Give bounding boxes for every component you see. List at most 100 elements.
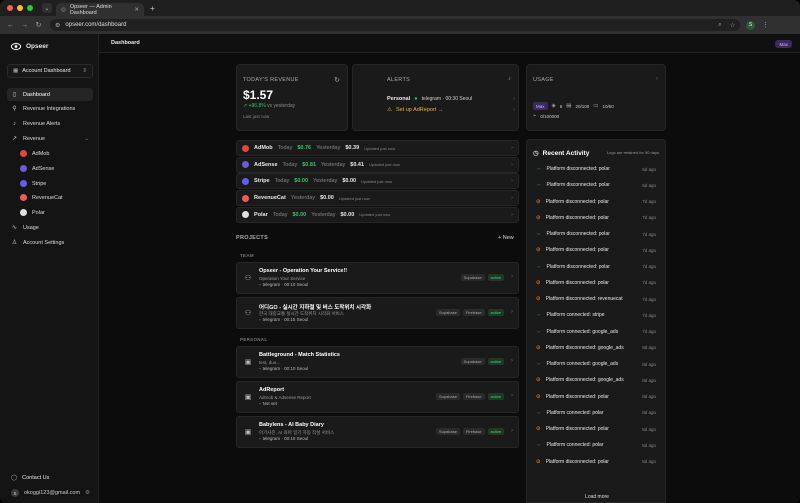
sidebar-sub-label: Polar bbox=[32, 209, 45, 216]
activity-time: 8d ago bbox=[642, 442, 656, 448]
platform-row-revenuecat[interactable]: RevenueCat Yesterday $0.00 Updated just now… bbox=[236, 190, 519, 207]
yesterday-value: $0.00 bbox=[342, 178, 357, 185]
sidebar-sub-stripe[interactable]: Stripe bbox=[20, 177, 46, 190]
address-bar[interactable]: ⚙ opseer.com/dashboard ⌕ ☆ bbox=[50, 19, 740, 31]
sidebar-item-revenue[interactable]: ↗ Revenue ⌄ bbox=[7, 132, 93, 145]
project-badges: Supabase Firebase active bbox=[435, 428, 504, 435]
alert-personal[interactable]: Personal ● telegram · 00:30 Seoul › bbox=[387, 96, 515, 102]
activity-title-text: Recent Activity bbox=[542, 149, 590, 157]
sidebar-sub-adsense[interactable]: AdSense bbox=[20, 162, 54, 175]
bookmark-star-icon[interactable]: ☆ bbox=[729, 22, 735, 29]
activity-item[interactable]: ⇔ Platform disconnected: polar 6d ago bbox=[536, 161, 656, 177]
activity-item[interactable]: ⊘ Platform disconnected: polar 7d ago bbox=[536, 194, 656, 210]
activity-item[interactable]: ⊘ Platform disconnected: google_ads 8d ago bbox=[536, 340, 656, 356]
project-badges: Supabase active bbox=[460, 274, 504, 281]
activity-item[interactable]: ⇔ Platform connected: stripe 7d ago bbox=[536, 307, 656, 323]
zoom-icon[interactable]: ⌕ bbox=[718, 21, 722, 28]
sidebar-item-revenue-alerts[interactable]: ♪ Revenue Alerts bbox=[7, 117, 93, 130]
platform-row-admob[interactable]: AdMob Today $0.76 Yesterday $0.39 Updated jus… bbox=[236, 140, 519, 156]
forward-icon[interactable]: → bbox=[21, 21, 28, 29]
new-tab-button[interactable]: + bbox=[150, 3, 155, 13]
activity-item[interactable]: ⊘ Platform disconnected: polar 8d ago bbox=[536, 421, 656, 437]
unlink-icon: ⊘ bbox=[536, 393, 541, 400]
activity-item[interactable]: ⊘ Platform disconnected: polar 7d ago bbox=[536, 210, 656, 226]
activity-item[interactable]: ⇔ Platform disconnected: polar 7d ago bbox=[536, 226, 656, 242]
activity-item[interactable]: ⊘ Platform disconnected: polar 7d ago bbox=[536, 242, 656, 258]
usage-card[interactable]: USAGE › Max ◈ 6 ▤ 20/100 ▭ 10/50 ⌁ 0/100000 bbox=[526, 64, 666, 131]
browser-menu-icon[interactable]: ⋮ bbox=[762, 22, 769, 29]
new-project-button[interactable]: + New bbox=[498, 235, 514, 241]
activity-item[interactable]: ⊘ Platform disconnected: polar 8d ago bbox=[536, 454, 656, 470]
activity-item[interactable]: ⊘ Platform disconnected: google_ads 8d ago bbox=[536, 372, 656, 388]
close-tab-icon[interactable]: ✕ bbox=[134, 6, 139, 13]
chevron-updown-icon: ⇕ bbox=[82, 68, 87, 74]
platform-row-polar[interactable]: Polar Today $0.00 Yesterday $0.00 Updated jus… bbox=[236, 206, 519, 223]
revenuecat-icon bbox=[242, 194, 249, 202]
plan-badge[interactable]: Max bbox=[775, 40, 792, 48]
refresh-icon[interactable]: ↻ bbox=[334, 77, 340, 84]
todays-revenue-card[interactable]: TODAY'S REVENUE ↻ $1.57 ↗ +96.8% vs yest… bbox=[236, 64, 348, 131]
setup-adreport-link[interactable]: ⚠ Set up AdReport → › bbox=[387, 107, 515, 113]
sidebar-item-label: Revenue bbox=[23, 135, 46, 142]
sidebar-item-dashboard[interactable]: ▯ Dashboard bbox=[7, 88, 93, 101]
project-card[interactable]: ▣ AdReport Admob & Adsense Report ▫ Not set S… bbox=[236, 381, 519, 413]
activity-item[interactable]: ⇔ Platform disconnected: polar 6d ago bbox=[536, 177, 656, 193]
activity-item[interactable]: ⇔ Platform connected: polar 8d ago bbox=[536, 437, 656, 453]
lock-icon: ▣ bbox=[244, 359, 252, 366]
contact-us-link[interactable]: ◯ Contact Us bbox=[11, 475, 49, 481]
settings-icon[interactable]: ⚙ bbox=[85, 490, 90, 496]
revenuecat-icon bbox=[20, 194, 27, 201]
activity-item[interactable]: ⇔ Platform connected: polar 8d ago bbox=[536, 405, 656, 421]
activity-text: Platform connected: polar bbox=[546, 409, 604, 416]
back-icon[interactable]: ← bbox=[7, 21, 14, 29]
yesterday-value: $0.00 bbox=[320, 195, 334, 202]
platform-row-adsense[interactable]: AdSense Today $0.81 Yesterday $0.41 Updated j… bbox=[236, 156, 519, 173]
today-label: Today bbox=[272, 211, 288, 218]
contact-label: Contact Us bbox=[22, 475, 50, 481]
activity-item[interactable]: ⊘ Platform disconnected: polar 7d ago bbox=[536, 275, 656, 291]
project-card[interactable]: ⚇ Opseer - Operation Your Service!! Operat… bbox=[236, 262, 519, 294]
reload-icon[interactable]: ↻ bbox=[35, 22, 42, 29]
project-location: Not set bbox=[262, 401, 277, 406]
user-profile[interactable]: S okoggi123@gmail.com ⚙ bbox=[11, 489, 90, 497]
sidebar-sub-polar[interactable]: Polar bbox=[20, 206, 45, 219]
load-more-button[interactable]: Load more bbox=[585, 494, 609, 500]
sidebar-sub-label: AdSense bbox=[32, 165, 55, 172]
sidebar-item-usage[interactable]: ∿ Usage bbox=[7, 221, 93, 234]
sidebar-sub-admob[interactable]: AdMob bbox=[20, 147, 49, 160]
address-toolbar: ← → ↻ ⚙ opseer.com/dashboard ⌕ ☆ S ⋮ bbox=[0, 16, 800, 34]
activity-item[interactable]: ⇔ Platform connected: google_ads 8d ago bbox=[536, 356, 656, 372]
sidebar-item-label: Dashboard bbox=[23, 91, 50, 98]
platform-row-stripe[interactable]: Stripe Today $0.00 Yesterday $0.00 Updated ju… bbox=[236, 173, 519, 190]
sidebar-item-account-settings[interactable]: ♙ Account Settings bbox=[7, 236, 93, 249]
activity-text: Platform disconnected: polar bbox=[545, 393, 609, 400]
account-selector[interactable]: ▦ Account Dashboard ⇕ bbox=[7, 64, 93, 78]
platform-updated: Updated just now bbox=[369, 162, 400, 168]
project-card[interactable]: ▣ Babylens - AI Baby Diary 아기사진, AI 육아 일기 … bbox=[236, 416, 519, 448]
today-value: $0.00 bbox=[294, 178, 309, 185]
tab-search-icon[interactable]: ⌄ bbox=[42, 3, 52, 13]
project-alert-channel: ▫ telegram · 00:10 Seoul bbox=[259, 366, 308, 371]
layers-icon: ▤ bbox=[566, 103, 572, 109]
minimize-window-button[interactable] bbox=[17, 5, 23, 11]
unlink-icon: ⊘ bbox=[536, 377, 541, 384]
sidebar-sub-revenuecat[interactable]: RevenueCat bbox=[20, 191, 63, 204]
maximize-window-button[interactable] bbox=[27, 5, 33, 11]
chevron-right-icon: › bbox=[513, 96, 515, 102]
browser-tab[interactable]: ◎ Opseer — Admin Dashboard ✕ bbox=[56, 3, 144, 16]
brand-logo[interactable]: Opseer bbox=[11, 43, 48, 50]
activity-item[interactable]: ⇔ Platform disconnected: polar 7d ago bbox=[536, 259, 656, 275]
activity-time: 7d ago bbox=[642, 280, 656, 286]
sidebar-item-revenue-integrations[interactable]: ⚲ Revenue Integrations bbox=[7, 102, 93, 115]
site-info-icon[interactable]: ⚙ bbox=[55, 22, 61, 29]
project-card[interactable]: ⚇ 어디GO - 실시간 지하철 및 버스 도착위치 시각화 한국 대중교통 실시간… bbox=[236, 297, 519, 329]
project-card[interactable]: ▣ Battleground - Match Statistics test, du… bbox=[236, 346, 519, 378]
status-badge: active bbox=[487, 393, 504, 400]
close-window-button[interactable] bbox=[7, 5, 13, 11]
chevron-right-icon: › bbox=[511, 178, 513, 185]
extension-icon[interactable]: S bbox=[746, 20, 755, 30]
activity-item[interactable]: ⇔ Platform connected: google_ads 7d ago bbox=[536, 324, 656, 340]
activity-item[interactable]: ⊘ Platform disconnected: polar 8d ago bbox=[536, 389, 656, 405]
activity-text: Platform disconnected: polar bbox=[545, 214, 609, 221]
activity-item[interactable]: ⊘ Platform disconnected: revenuecat 7d ago bbox=[536, 291, 656, 307]
